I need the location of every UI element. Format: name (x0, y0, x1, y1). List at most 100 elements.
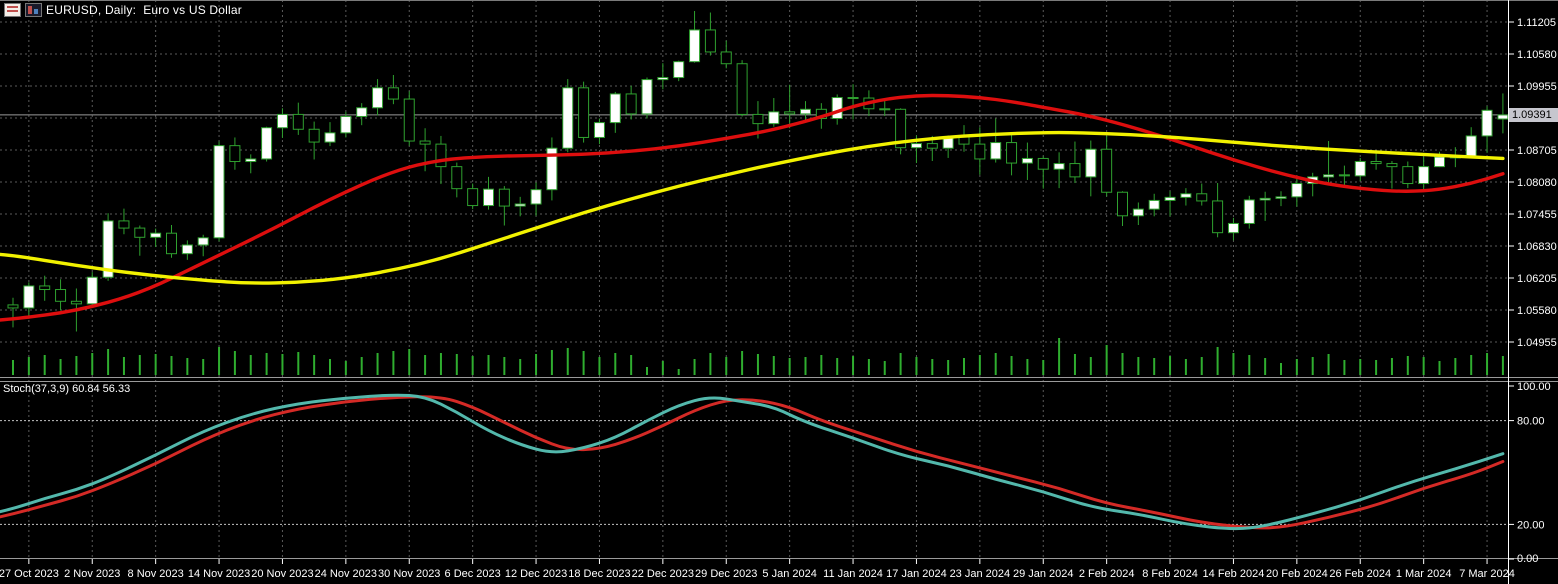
price-axis-label: 1.07455 (1517, 209, 1557, 221)
ma-red-line (0, 93, 1505, 322)
stochastic-axis-label: 20.00 (1517, 519, 1545, 531)
bull-candle-body (910, 143, 922, 149)
price-axis-label: 1.08705 (1517, 145, 1557, 157)
price-axis-label: 1.08080 (1517, 177, 1557, 189)
bull-candle-body (831, 97, 843, 120)
bull-candle-body (514, 203, 526, 207)
time-axis-label: 8 Nov 2023 (128, 568, 184, 580)
bear-candle-body (1006, 142, 1018, 164)
bull-candle-body (261, 127, 273, 160)
time-axis-label: 29 Jan 2024 (1013, 568, 1074, 580)
bear-candle-body (926, 143, 938, 149)
bear-candle-body (1037, 157, 1049, 170)
bull-candle-body (102, 220, 114, 278)
bull-candle-body (1465, 135, 1477, 158)
bear-candle-body (134, 227, 146, 238)
bear-candle-body (895, 108, 907, 149)
bull-candle-body (197, 237, 209, 246)
bear-candle-body (752, 113, 764, 125)
bear-candle-body (292, 113, 304, 130)
bull-candle-body (562, 87, 574, 149)
bear-candle-body (7, 304, 19, 309)
bull-candle-body (641, 79, 653, 115)
bull-candle-body (213, 145, 225, 239)
time-axis-label: 14 Nov 2023 (188, 568, 250, 580)
bear-candle-body (578, 87, 590, 138)
bear-candle-body (451, 166, 463, 190)
bear-candle-body (70, 300, 82, 305)
stochastic-axis-label: 0.00 (1517, 553, 1538, 565)
time-axis-label: 5 Jan 2024 (762, 568, 816, 580)
stochastic-axis-label: 100.00 (1517, 381, 1551, 393)
bear-candle-body (118, 220, 130, 229)
bull-candle-body (150, 232, 162, 238)
bear-candle-body (1069, 163, 1081, 178)
bear-candle-body (1402, 166, 1414, 185)
bear-candle-body (1117, 191, 1128, 217)
bear-candle-body (1386, 163, 1398, 168)
bear-candle-body (387, 87, 399, 100)
time-axis-label: 17 Jan 2024 (886, 568, 947, 580)
bull-candle-body (1053, 163, 1065, 170)
bull-candle-body (1275, 196, 1287, 199)
stochastic-main-line (0, 393, 1505, 531)
bull-candle-body (1481, 109, 1493, 137)
bear-candle-body (435, 143, 447, 168)
bear-candle-body (1212, 200, 1224, 234)
chart-titlebar: EURUSD, Daily: Euro vs US Dollar (4, 3, 242, 17)
bull-candle-body (530, 189, 542, 205)
bull-candle-body (1354, 161, 1366, 177)
bear-candle-body (467, 188, 479, 207)
bull-candle-body (245, 158, 257, 163)
bull-candle-body (1164, 196, 1176, 201)
ma-yellow-line (0, 130, 1505, 285)
bull-candle-body (1227, 222, 1239, 234)
bull-candle-body (1148, 199, 1160, 210)
time-axis-label: 18 Dec 2023 (568, 568, 630, 580)
bear-candle-body (229, 145, 241, 163)
plot-area[interactable] (0, 10, 1508, 531)
chart-list-icon (4, 3, 21, 17)
current-price-tag: 1.09391 (1509, 108, 1558, 122)
bear-candle-body (847, 97, 859, 100)
bull-candle-body (86, 276, 98, 305)
time-axis-label: 2 Feb 2024 (1079, 568, 1135, 580)
time-axis-label: 20 Feb 2024 (1266, 568, 1328, 580)
time-axis-label: 30 Nov 2023 (378, 568, 440, 580)
bull-candle-body (340, 115, 352, 134)
bull-candle-body (1132, 208, 1144, 217)
bull-candle-body (800, 108, 811, 115)
bear-candle-body (39, 285, 51, 291)
price-axis-label: 1.06830 (1517, 241, 1557, 253)
time-axis-label: 1 Mar 2024 (1396, 568, 1452, 580)
bear-candle-body (55, 289, 67, 302)
time-axis-label: 6 Dec 2023 (445, 568, 501, 580)
time-axis-label: 26 Feb 2024 (1329, 568, 1391, 580)
bull-candle-body (1323, 174, 1335, 178)
bull-candle-body (372, 87, 384, 109)
price-axis-label: 1.09955 (1517, 81, 1557, 93)
price-axis-label: 1.10580 (1517, 49, 1557, 61)
bull-candle-body (1434, 156, 1445, 168)
time-axis-label: 27 Oct 2023 (0, 568, 59, 580)
price-axis-label: 1.05580 (1517, 305, 1557, 317)
bull-candle-body (593, 122, 605, 138)
time-axis-label: 11 Jan 2024 (823, 568, 883, 580)
price-axis-label: 1.06205 (1517, 273, 1557, 285)
bull-candle-body (768, 111, 780, 125)
time-axis-label: 22 Dec 2023 (632, 568, 694, 580)
stochastic-indicator-label: Stoch(37,3,9) 60.84 56.33 (3, 383, 131, 395)
bear-candle-body (1370, 161, 1382, 165)
bear-candle-body (1338, 174, 1350, 177)
bear-candle-body (879, 108, 891, 111)
stochastic-signal-line (0, 395, 1505, 530)
stochastic-axis-label: 80.00 (1517, 416, 1545, 428)
bull-candle-body (356, 107, 368, 117)
bear-candle-body (498, 188, 510, 207)
bull-candle-body (1021, 157, 1033, 164)
price-axis-label: 1.04955 (1517, 337, 1557, 349)
bear-candle-body (308, 128, 320, 143)
